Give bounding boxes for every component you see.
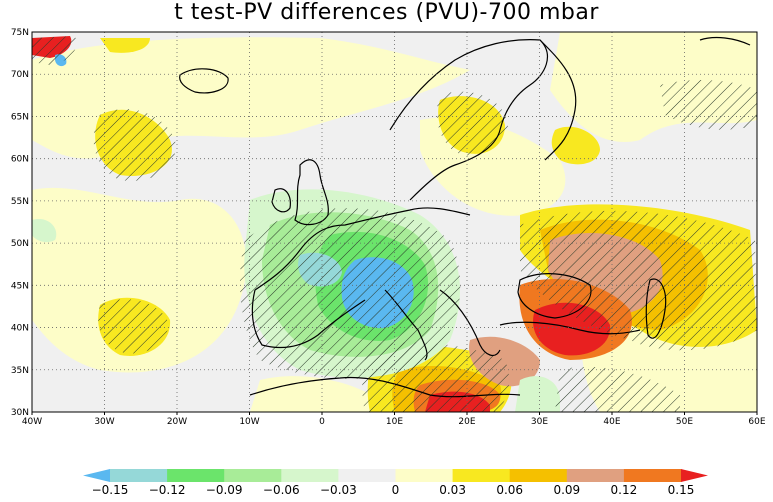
colorbar-label: 0 (392, 483, 400, 497)
colorbar-segment (281, 469, 339, 482)
colorbar-label: 0.06 (496, 483, 523, 497)
longitude-label: 10W (239, 417, 259, 427)
latitude-label: 70N (11, 70, 29, 80)
colorbar-segment (509, 469, 568, 482)
colorbar-label: 0.12 (611, 483, 638, 497)
latitude-label: 60N (11, 155, 29, 165)
significance-hatching (32, 36, 757, 412)
colorbar-label: 0.03 (439, 483, 466, 497)
longitude-label: 10E (386, 417, 403, 427)
latitude-label: 50N (11, 239, 29, 249)
latitude-label: 65N (11, 112, 29, 122)
latitude-label: 30N (11, 408, 29, 418)
gridlines (32, 32, 757, 412)
latitude-label: 40N (11, 324, 29, 334)
colorbar-segment (623, 469, 682, 482)
colorbar-segment (566, 469, 625, 482)
latitude-label: 55N (11, 197, 29, 207)
colorbar-label: 0.09 (553, 483, 580, 497)
colorbar-segment (224, 469, 282, 482)
colorbar-label: −0.06 (263, 483, 300, 497)
colorbar-left-arrow (83, 469, 110, 482)
colorbar-segment (395, 469, 454, 482)
colorbar-segment (338, 469, 396, 482)
longitude-label: 0 (319, 417, 325, 427)
longitude-label: 20E (458, 417, 475, 427)
colorbar-right-arrow (681, 469, 708, 482)
longitude-label: 20W (167, 417, 187, 427)
latitude-label: 45N (11, 281, 29, 291)
longitude-label: 40E (603, 417, 620, 427)
pv-field (32, 32, 757, 412)
latitude-labels: 75N 70N 65N 60N 55N 50N 45N 40N 35N 30N (11, 28, 29, 418)
latitude-label: 35N (11, 366, 29, 376)
colorbar-segment (167, 469, 225, 482)
coastlines (179, 36, 751, 398)
map-title: t test-PV differences (PVU)-700 mbar (174, 0, 599, 25)
longitude-label: 50E (676, 417, 693, 427)
colorbar-label: −0.09 (206, 483, 243, 497)
colorbar: −0.15 −0.12 −0.09 −0.06 −0.03 0 0.03 0.06 0.09 0.… (83, 469, 708, 497)
colorbar-label: −0.15 (92, 483, 129, 497)
longitude-label: 40W (22, 417, 42, 427)
longitude-label: 60E (748, 417, 765, 427)
colorbar-label: −0.03 (320, 483, 357, 497)
colorbar-label: −0.12 (149, 483, 186, 497)
colorbar-label: 0.15 (668, 483, 695, 497)
latitude-label: 75N (11, 28, 29, 38)
longitude-label: 30E (531, 417, 548, 427)
longitude-label: 30W (94, 417, 114, 427)
longitude-labels: 40W 30W 20W 10W 0 10E 20E 30E 40E 50E 60E (22, 412, 766, 427)
colorbar-segment (452, 469, 511, 482)
colorbar-segment (110, 469, 168, 482)
